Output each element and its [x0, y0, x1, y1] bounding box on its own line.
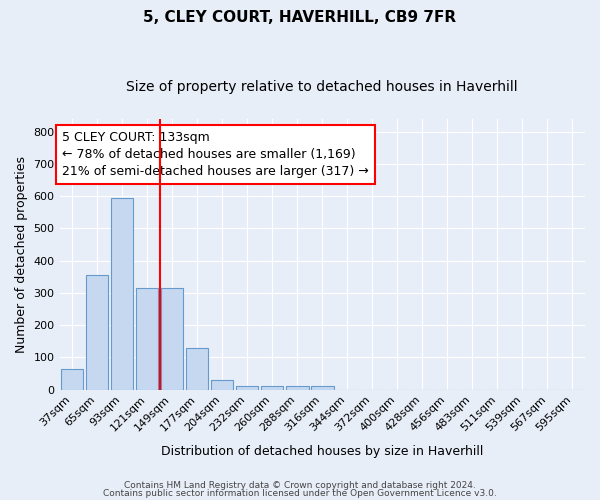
- Bar: [211, 380, 233, 390]
- Bar: [161, 288, 184, 390]
- Bar: [111, 198, 133, 390]
- Text: 5 CLEY COURT: 133sqm
← 78% of detached houses are smaller (1,169)
21% of semi-de: 5 CLEY COURT: 133sqm ← 78% of detached h…: [62, 131, 369, 178]
- Bar: [186, 348, 208, 390]
- Text: 5, CLEY COURT, HAVERHILL, CB9 7FR: 5, CLEY COURT, HAVERHILL, CB9 7FR: [143, 10, 457, 25]
- Bar: [236, 386, 259, 390]
- Bar: [136, 288, 158, 390]
- Bar: [86, 275, 109, 390]
- Bar: [261, 386, 283, 390]
- Bar: [61, 368, 83, 390]
- Y-axis label: Number of detached properties: Number of detached properties: [15, 156, 28, 352]
- Bar: [286, 386, 308, 390]
- Bar: [311, 386, 334, 390]
- Text: Contains public sector information licensed under the Open Government Licence v3: Contains public sector information licen…: [103, 488, 497, 498]
- X-axis label: Distribution of detached houses by size in Haverhill: Distribution of detached houses by size …: [161, 444, 484, 458]
- Title: Size of property relative to detached houses in Haverhill: Size of property relative to detached ho…: [127, 80, 518, 94]
- Text: Contains HM Land Registry data © Crown copyright and database right 2024.: Contains HM Land Registry data © Crown c…: [124, 481, 476, 490]
